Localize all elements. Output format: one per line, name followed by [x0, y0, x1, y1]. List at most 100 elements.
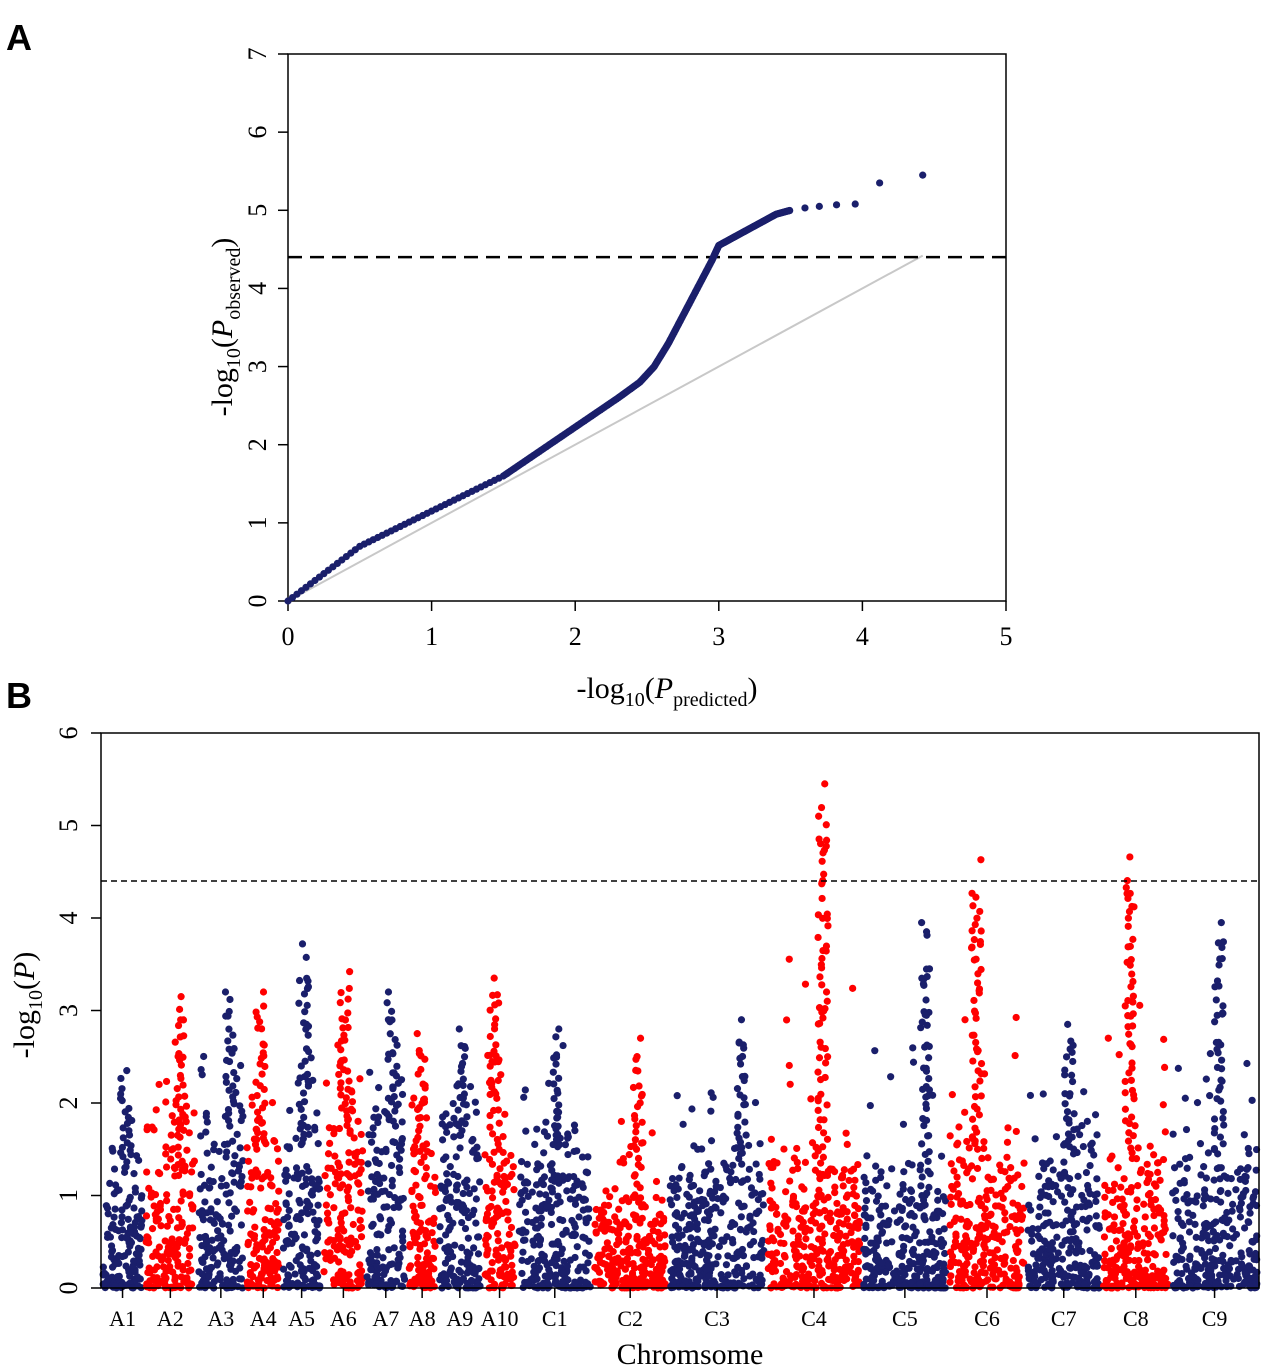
snp-point-3277 — [920, 1064, 928, 1072]
snp-point-3385 — [953, 1193, 961, 1201]
snp-point-4113 — [1141, 1266, 1149, 1274]
snp-point-4074 — [1154, 1168, 1162, 1176]
snp-point-1626 — [496, 1165, 504, 1173]
snp-point-1480 — [445, 1215, 453, 1224]
snp-point-3521 — [975, 1194, 983, 1202]
snp-point-1195 — [368, 1222, 376, 1230]
snp-point-1179 — [382, 1264, 391, 1272]
snp-point-1659 — [488, 1130, 497, 1138]
snp-point-1415 — [452, 1186, 461, 1194]
snp-point-2509 — [712, 1177, 720, 1185]
snp-point-353 — [175, 1050, 183, 1058]
snp-point-331 — [162, 1143, 170, 1151]
snp-point-1516 — [458, 1117, 466, 1125]
snp-point-559 — [233, 1075, 241, 1083]
snp-point-4464 — [1210, 1129, 1218, 1137]
snp-point-4447 — [1217, 1198, 1225, 1206]
snp-point-2172 — [661, 1242, 669, 1250]
snp-point-1028 — [331, 1168, 340, 1176]
snp-point-3129 — [876, 1222, 884, 1230]
snp-point-2891 — [842, 1193, 851, 1201]
snp-point-1306 — [411, 1214, 419, 1222]
snp-point-3505 — [953, 1173, 961, 1181]
snp-point-556 — [236, 1102, 244, 1110]
snp-point-1188 — [388, 1260, 396, 1268]
snp-point-2342 — [688, 1254, 696, 1262]
snp-point-2577 — [740, 1101, 748, 1109]
snp-point-864 — [302, 1045, 311, 1053]
snp-point-4091 — [1134, 1144, 1142, 1152]
chromosome-points-a5 — [279, 940, 324, 1292]
snp-point-4334 — [1193, 1283, 1201, 1291]
snp-point-125 — [126, 1224, 135, 1233]
snp-point-4100 — [1157, 1236, 1165, 1244]
snp-point-1321 — [427, 1281, 435, 1289]
snp-point-1057 — [346, 968, 354, 976]
snp-point-4506 — [1206, 1050, 1214, 1058]
snp-point-2584 — [736, 1060, 745, 1068]
snp-point-1228 — [366, 1068, 374, 1076]
snp-point-1510 — [451, 1241, 459, 1249]
snp-point-3545 — [1000, 1255, 1008, 1263]
snp-point-3330 — [1014, 1171, 1022, 1179]
snp-point-60 — [109, 1221, 117, 1229]
snp-point-2859 — [854, 1281, 862, 1289]
snp-point-2503 — [694, 1206, 702, 1214]
snp-point-4039 — [1127, 1183, 1136, 1192]
snp-point-2184 — [592, 1229, 600, 1237]
snp-point-3544 — [1006, 1222, 1014, 1231]
snp-point-918 — [353, 1243, 361, 1251]
snp-point-987 — [345, 1171, 353, 1179]
snp-point-1220 — [391, 1035, 399, 1044]
chromosome-label-c8: C8 — [1123, 1306, 1149, 1331]
snp-point-1035 — [342, 1094, 350, 1102]
snp-point-4495 — [1216, 955, 1224, 963]
snp-point-500 — [199, 1216, 208, 1224]
snp-point-458 — [238, 1172, 246, 1181]
snp-point-341 — [177, 1105, 185, 1113]
snp-point-2215 — [633, 1180, 641, 1188]
qq-y-tick-label-6: 6 — [243, 126, 272, 139]
snp-point-3169 — [933, 1262, 941, 1270]
snp-point-329 — [177, 1222, 185, 1231]
snp-point-4015 — [1159, 1155, 1168, 1164]
snp-point-1004 — [321, 1249, 329, 1257]
snp-point-2820 — [826, 1247, 835, 1256]
snp-point-4356 — [1221, 1272, 1229, 1280]
snp-point-499 — [231, 1152, 239, 1160]
snp-point-544 — [224, 1037, 232, 1045]
snp-point-4020 — [1156, 1176, 1164, 1184]
snp-point-638 — [250, 1206, 258, 1214]
snp-point-1067 — [348, 1098, 357, 1106]
chromosome-points-a10 — [481, 974, 519, 1292]
snp-point-3449 — [950, 1167, 958, 1175]
snp-point-714 — [248, 1093, 256, 1101]
snp-point-2731 — [815, 1262, 823, 1271]
snp-point-2235 — [629, 1083, 638, 1092]
snp-point-3179 — [928, 1267, 937, 1275]
snp-point-2066 — [638, 1214, 646, 1222]
snp-point-2686 — [850, 1211, 859, 1219]
snp-point-851 — [300, 1113, 308, 1121]
snp-point-4306 — [1237, 1249, 1245, 1257]
snp-point-2485 — [707, 1205, 715, 1214]
snp-point-2597 — [736, 1150, 745, 1158]
snp-point-4108 — [1150, 1180, 1159, 1188]
snp-point-1509 — [457, 1276, 466, 1284]
snp-point-1408 — [476, 1178, 484, 1186]
qq-point-309 — [919, 171, 927, 179]
snp-point-4457 — [1210, 1219, 1218, 1228]
snp-point-1931 — [548, 1176, 556, 1184]
snp-point-1690 — [485, 1079, 494, 1087]
snp-point-4476 — [1213, 1063, 1222, 1072]
snp-point-2715 — [814, 1193, 822, 1201]
snp-point-956 — [356, 1261, 364, 1269]
snp-point-3902 — [1134, 1182, 1142, 1190]
snp-point-996 — [335, 1162, 344, 1171]
snp-point-1857 — [521, 1236, 529, 1244]
snp-point-4154 — [1124, 922, 1132, 930]
snp-point-2229 — [630, 1111, 639, 1120]
snp-point-3538 — [999, 1281, 1007, 1290]
snp-point-2862 — [854, 1268, 862, 1276]
